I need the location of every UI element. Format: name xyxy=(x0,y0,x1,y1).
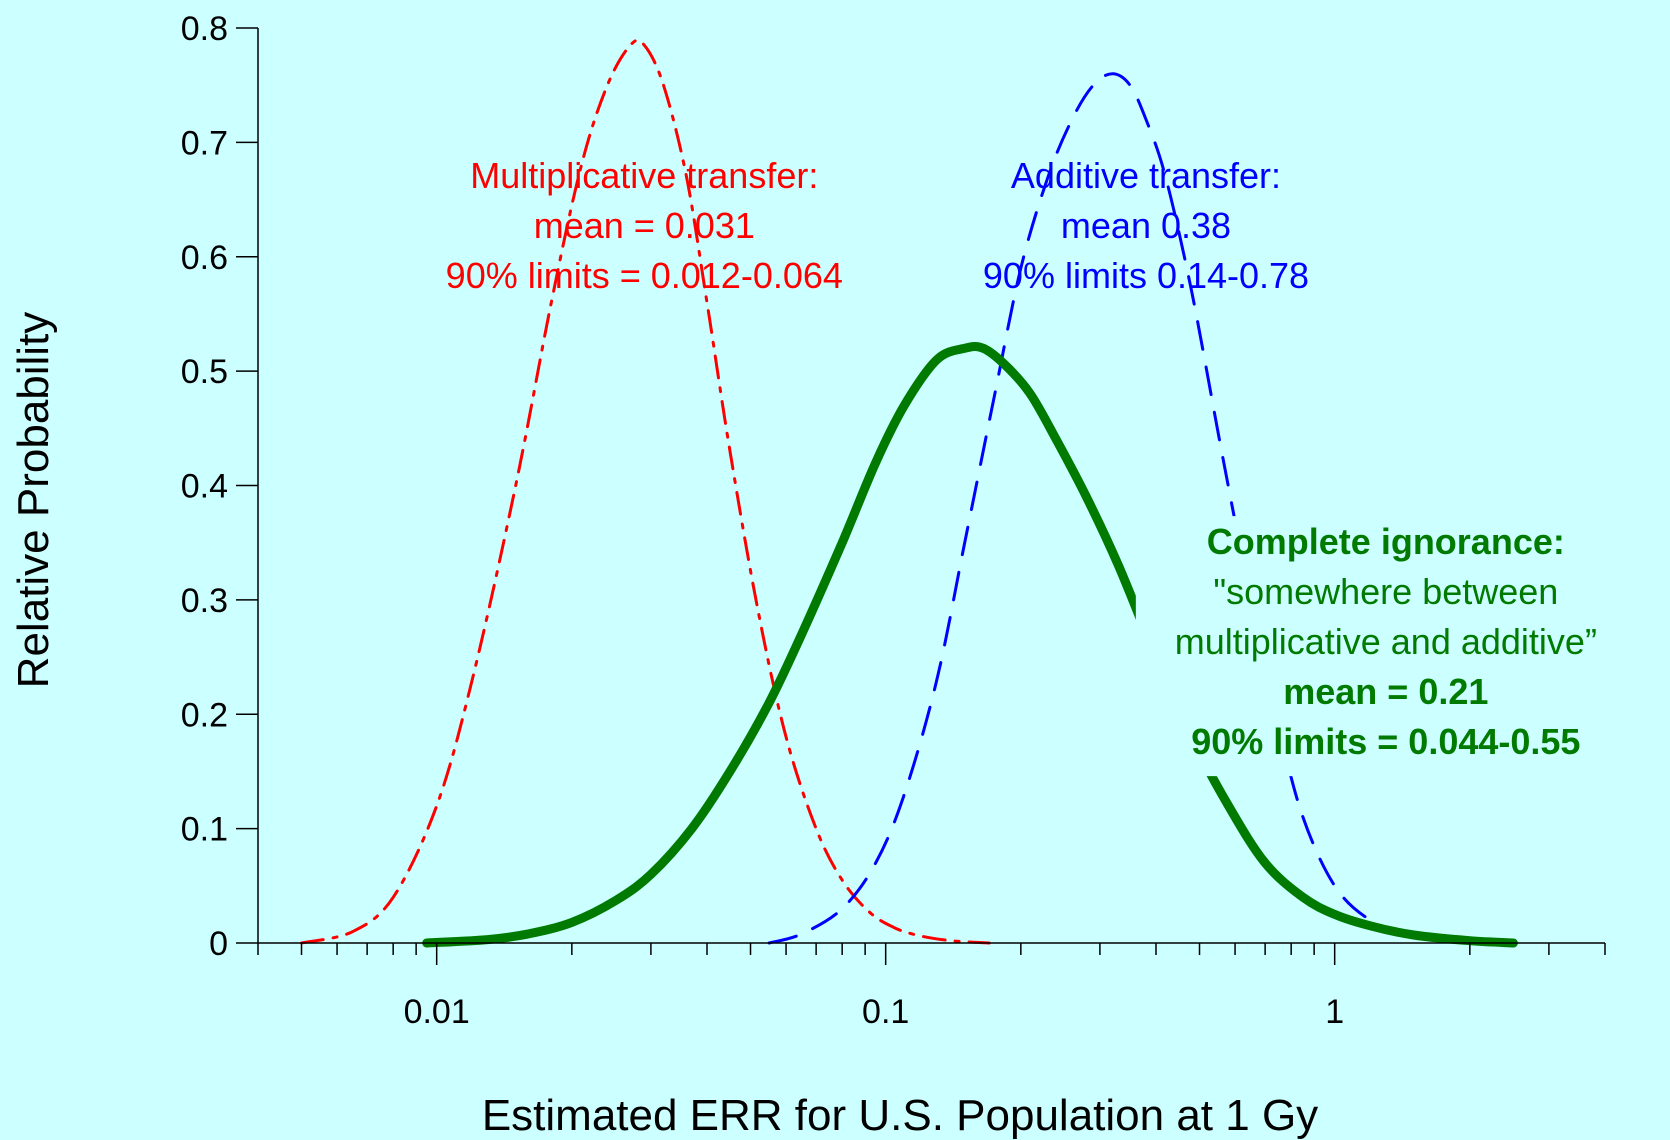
y-tick-label: 0.4 xyxy=(181,468,228,506)
y-tick-label: 0.3 xyxy=(181,582,228,620)
annotation-line: mean 0.38 xyxy=(1061,205,1231,246)
y-tick-label: 0.1 xyxy=(181,811,228,849)
annotation-line: multiplicative and additive” xyxy=(1175,621,1597,662)
x-tick-label: 0.1 xyxy=(862,993,909,1031)
series-layer xyxy=(300,38,1518,948)
annotation-line: 90% limits = 0.044-0.55 xyxy=(1191,721,1580,762)
y-tick-label: 0.8 xyxy=(181,10,228,48)
annotation-line: mean = 0.21 xyxy=(1283,671,1488,712)
annotation-line: mean = 0.031 xyxy=(534,205,755,246)
annotation-line: 90% limits 0.14-0.78 xyxy=(983,255,1309,296)
annotation-line: Complete ignorance: xyxy=(1207,521,1565,562)
annotation-background xyxy=(1135,516,1636,777)
annotation-line: 90% limits = 0.012-0.064 xyxy=(446,255,843,296)
axes-layer: 0 0.1 0.2 0.3 0.4 0.5 0.6 0.7 0.8 0.01 0.1 1 xyxy=(181,10,1606,1031)
annotation-line: Multiplicative transfer: xyxy=(470,155,818,196)
x-tick-label: 0.01 xyxy=(404,993,470,1031)
series-line-2 xyxy=(422,341,1518,948)
x-axis-title: Estimated ERR for U.S. Population at 1 G… xyxy=(482,1091,1318,1140)
series-line-0 xyxy=(300,38,991,945)
annotation-line: "somewhere between xyxy=(1213,571,1558,612)
y-axis-title: Relative Probability xyxy=(9,312,58,689)
y-tick-label: 0 xyxy=(209,925,228,963)
y-tick-label: 0.2 xyxy=(181,696,228,734)
y-tick-label: 0.6 xyxy=(181,239,228,277)
annotation-line: Additive transfer: xyxy=(1011,155,1281,196)
series-line-1 xyxy=(767,72,1416,945)
x-tick-label: 1 xyxy=(1325,993,1344,1031)
annotation-layer: Multiplicative transfer: mean = 0.031 90% … xyxy=(446,155,1636,777)
y-tick-label: 0.7 xyxy=(181,124,228,162)
y-tick-label: 0.5 xyxy=(181,353,228,391)
